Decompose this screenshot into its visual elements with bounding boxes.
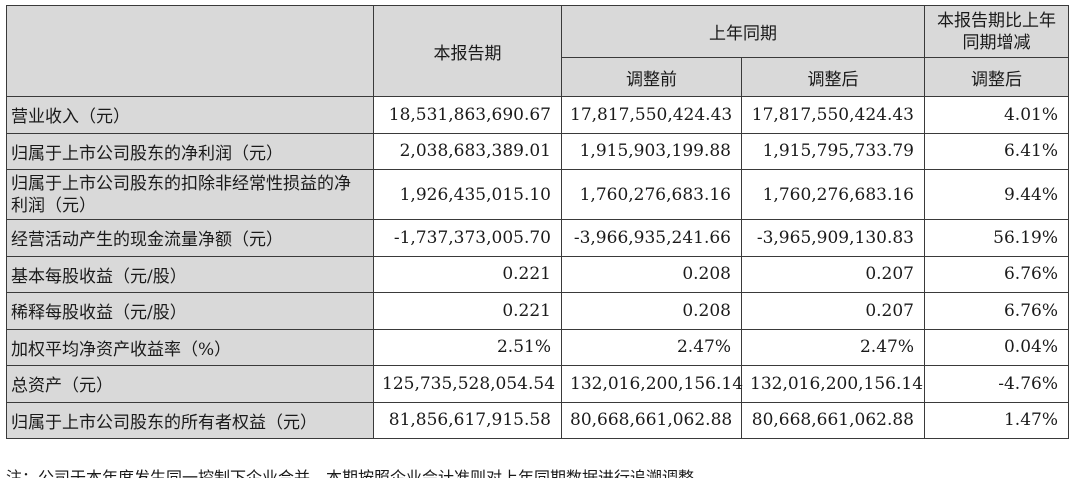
- cell-current: 0.221: [373, 292, 562, 330]
- cell-before: 2.47%: [561, 328, 742, 366]
- row-label: 归属于上市公司股东的所有者权益（元）: [6, 401, 374, 439]
- header-prior-year-period: 上年同期: [561, 5, 925, 58]
- cell-change: 6.41%: [924, 132, 1069, 170]
- cell-before: 80,668,661,062.88: [561, 401, 742, 439]
- cell-current: 1,926,435,015.10: [373, 169, 562, 220]
- cell-after: 17,817,550,424.43: [741, 96, 925, 134]
- cell-change: 6.76%: [924, 255, 1069, 293]
- cell-current: 125,735,528,054.54: [373, 365, 562, 403]
- cell-after: 1,760,276,683.16: [741, 169, 925, 220]
- header-after-adjustment: 调整后: [741, 57, 925, 97]
- row-label: 稀释每股收益（元/股）: [6, 292, 374, 330]
- cell-current: 81,856,617,915.58: [373, 401, 562, 439]
- row-label: 归属于上市公司股东的净利润（元）: [6, 132, 374, 170]
- table-row: 总资产（元） 125,735,528,054.54 132,016,200,15…: [6, 365, 1069, 403]
- table-row: 稀释每股收益（元/股） 0.221 0.208 0.207 6.76%: [6, 292, 1069, 330]
- cell-current: 2.51%: [373, 328, 562, 366]
- header-item-column: [6, 5, 374, 97]
- cell-change: 1.47%: [924, 401, 1069, 439]
- row-label-text: 归属于上市公司股东的扣除非经常性损益的净利润（元）: [11, 173, 351, 216]
- cell-current: 0.221: [373, 255, 562, 293]
- table-row: 归属于上市公司股东的扣除非经常性损益的净利润（元） 1,926,435,015.…: [6, 169, 1069, 220]
- footnote: 注：公司于本年度发生同一控制下企业合并，本期按照企业会计准则对上年同期数据进行追…: [6, 468, 711, 478]
- row-label: 基本每股收益（元/股）: [6, 255, 374, 293]
- header-before-adjustment: 调整前: [561, 57, 742, 97]
- cell-change: -4.76%: [924, 365, 1069, 403]
- row-label: 营业收入（元）: [6, 96, 374, 134]
- row-label: 经营活动产生的现金流量净额（元）: [6, 219, 374, 257]
- cell-before: 1,915,903,199.88: [561, 132, 742, 170]
- cell-change: 9.44%: [924, 169, 1069, 220]
- table-row: 基本每股收益（元/股） 0.221 0.208 0.207 6.76%: [6, 255, 1069, 293]
- table-row: 归属于上市公司股东的净利润（元） 2,038,683,389.01 1,915,…: [6, 132, 1069, 170]
- cell-before: 1,760,276,683.16: [561, 169, 742, 220]
- row-label: 加权平均净资产收益率（%）: [6, 328, 374, 366]
- table-row: 营业收入（元） 18,531,863,690.67 17,817,550,424…: [6, 96, 1069, 134]
- cell-change: 6.76%: [924, 292, 1069, 330]
- header-change-after-adjustment: 调整后: [924, 57, 1069, 97]
- cell-before: 132,016,200,156.14: [561, 365, 743, 403]
- cell-change: 4.01%: [924, 96, 1069, 134]
- row-label: 总资产（元）: [6, 365, 374, 403]
- cell-change: 56.19%: [924, 219, 1069, 257]
- cell-after: 0.207: [741, 255, 925, 293]
- cell-after: 2.47%: [741, 328, 925, 366]
- cell-current: 2,038,683,389.01: [373, 132, 562, 170]
- cell-current: 18,531,863,690.67: [373, 96, 562, 134]
- cell-before: 0.208: [561, 255, 742, 293]
- cell-before: -3,966,935,241.66: [561, 219, 742, 257]
- cell-current: -1,737,373,005.70: [373, 219, 562, 257]
- cell-after: 1,915,795,733.79: [741, 132, 925, 170]
- header-change: 本报告期比上年同期增减: [924, 5, 1069, 58]
- cell-after: 0.207: [741, 292, 925, 330]
- cell-change: 0.04%: [924, 328, 1069, 366]
- header-current-period: 本报告期: [373, 5, 562, 97]
- table-row: 加权平均净资产收益率（%） 2.51% 2.47% 2.47% 0.04%: [6, 328, 1069, 366]
- cell-after: -3,965,909,130.83: [741, 219, 925, 257]
- cell-before: 0.208: [561, 292, 742, 330]
- financial-summary-table: 本报告期 上年同期 本报告期比上年同期增减 调整前 调整后 调整后 营业收入（元…: [6, 5, 1069, 439]
- table-row: 经营活动产生的现金流量净额（元） -1,737,373,005.70 -3,96…: [6, 219, 1069, 257]
- cell-after: 132,016,200,156.14: [741, 365, 925, 403]
- cell-before: 17,817,550,424.43: [561, 96, 742, 134]
- financial-summary-table-container: 本报告期 上年同期 本报告期比上年同期增减 调整前 调整后 调整后 营业收入（元…: [6, 5, 1069, 439]
- row-label: 归属于上市公司股东的扣除非经常性损益的净利润（元）: [6, 169, 374, 220]
- table-row: 归属于上市公司股东的所有者权益（元） 81,856,617,915.58 80,…: [6, 401, 1069, 439]
- cell-after: 80,668,661,062.88: [741, 401, 925, 439]
